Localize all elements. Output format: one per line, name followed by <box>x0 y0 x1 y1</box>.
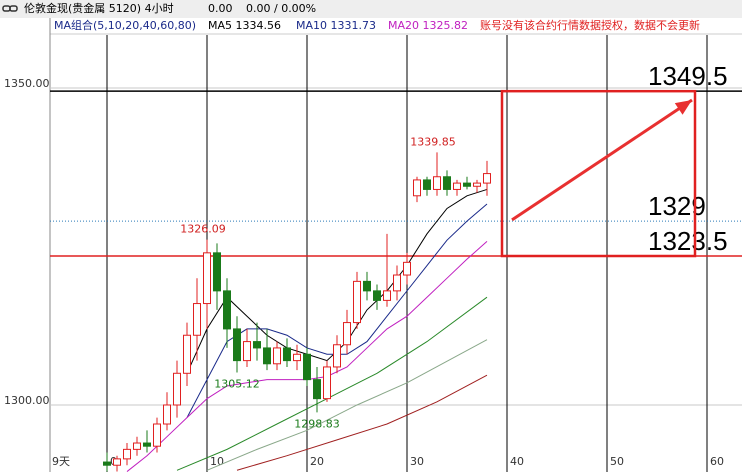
candle-body <box>223 290 231 330</box>
candle-body <box>333 344 341 368</box>
candle-body <box>163 404 171 425</box>
candle-body <box>283 347 291 362</box>
arrow-line <box>511 98 693 222</box>
candle-body <box>463 182 471 187</box>
candle-body <box>343 322 351 346</box>
arrow-head <box>674 100 692 115</box>
candle-body <box>133 442 141 450</box>
legend-item: MA5 1334.56 <box>208 19 281 32</box>
y-tick-label: 1350.00 <box>4 77 50 90</box>
candle-body <box>203 252 211 305</box>
candle-body <box>353 280 361 324</box>
candle-body <box>193 303 201 336</box>
candle-body <box>403 261 411 276</box>
notice: 账号没有该合约行情数据授权，数据不会更新 <box>480 18 700 32</box>
candle-body <box>453 182 461 190</box>
instrument-title: 伦敦金现(贵金属 5120) 4小时 <box>24 1 174 15</box>
x-tick-label: 50 <box>610 455 624 468</box>
change-pct: 0.00 / 0.00% <box>246 2 316 15</box>
candle-body <box>293 353 301 362</box>
candle-body <box>243 341 251 362</box>
x-tick-label: 30 <box>410 455 424 468</box>
y-tick-label: 1300.00 <box>4 394 50 407</box>
x-tick-label: 20 <box>310 455 324 468</box>
ma-group: MA组合(5,10,20,40,60,80) <box>54 18 196 32</box>
candle-body <box>483 173 491 184</box>
candle-body <box>433 176 441 190</box>
low-label: 1305.12 <box>214 378 260 391</box>
candle-body <box>413 179 421 197</box>
candle-body <box>183 334 191 374</box>
candle-body <box>253 341 261 349</box>
candle-body <box>113 458 121 466</box>
x-tick-label: 60 <box>710 455 724 468</box>
change: 0.00 <box>208 2 233 15</box>
candle-body <box>323 366 331 400</box>
x-tick-label: 40 <box>510 455 524 468</box>
candle-body <box>103 461 111 466</box>
level-label: 1323.5 <box>648 226 728 256</box>
candle-body <box>443 176 451 190</box>
link-icon <box>2 5 18 12</box>
ma-line <box>206 339 488 471</box>
target-box <box>500 89 697 258</box>
candle-body <box>303 353 311 381</box>
candle-body <box>213 252 221 292</box>
legend-item: MA20 1325.82 <box>388 19 468 32</box>
candle-body <box>123 448 131 460</box>
candle-body <box>393 274 401 292</box>
candle-body <box>153 423 161 447</box>
candle-body <box>423 179 431 190</box>
title-bar <box>0 0 742 18</box>
candle-body <box>173 372 181 406</box>
candle-body <box>473 182 481 187</box>
candle-body <box>363 280 371 292</box>
legend-item: MA10 1331.73 <box>296 19 376 32</box>
period-label: 9天 <box>52 455 70 468</box>
candle-body <box>373 290 381 301</box>
ma-line <box>236 374 488 471</box>
candle-body <box>273 347 281 365</box>
candle-body <box>143 442 151 447</box>
candle-body <box>383 290 391 301</box>
level-label: 1329 <box>648 191 706 221</box>
high-label: 1326.09 <box>180 223 226 236</box>
legend: MA5 1334.56 MA10 1331.73 MA20 1325.82 <box>208 19 468 32</box>
candle-body <box>233 328 241 362</box>
candle-body <box>313 379 321 400</box>
candle-body <box>263 347 271 365</box>
level-label: 1349.5 <box>648 61 728 91</box>
high-label: 1339.85 <box>410 135 456 148</box>
low-label: 1298.83 <box>294 417 340 430</box>
